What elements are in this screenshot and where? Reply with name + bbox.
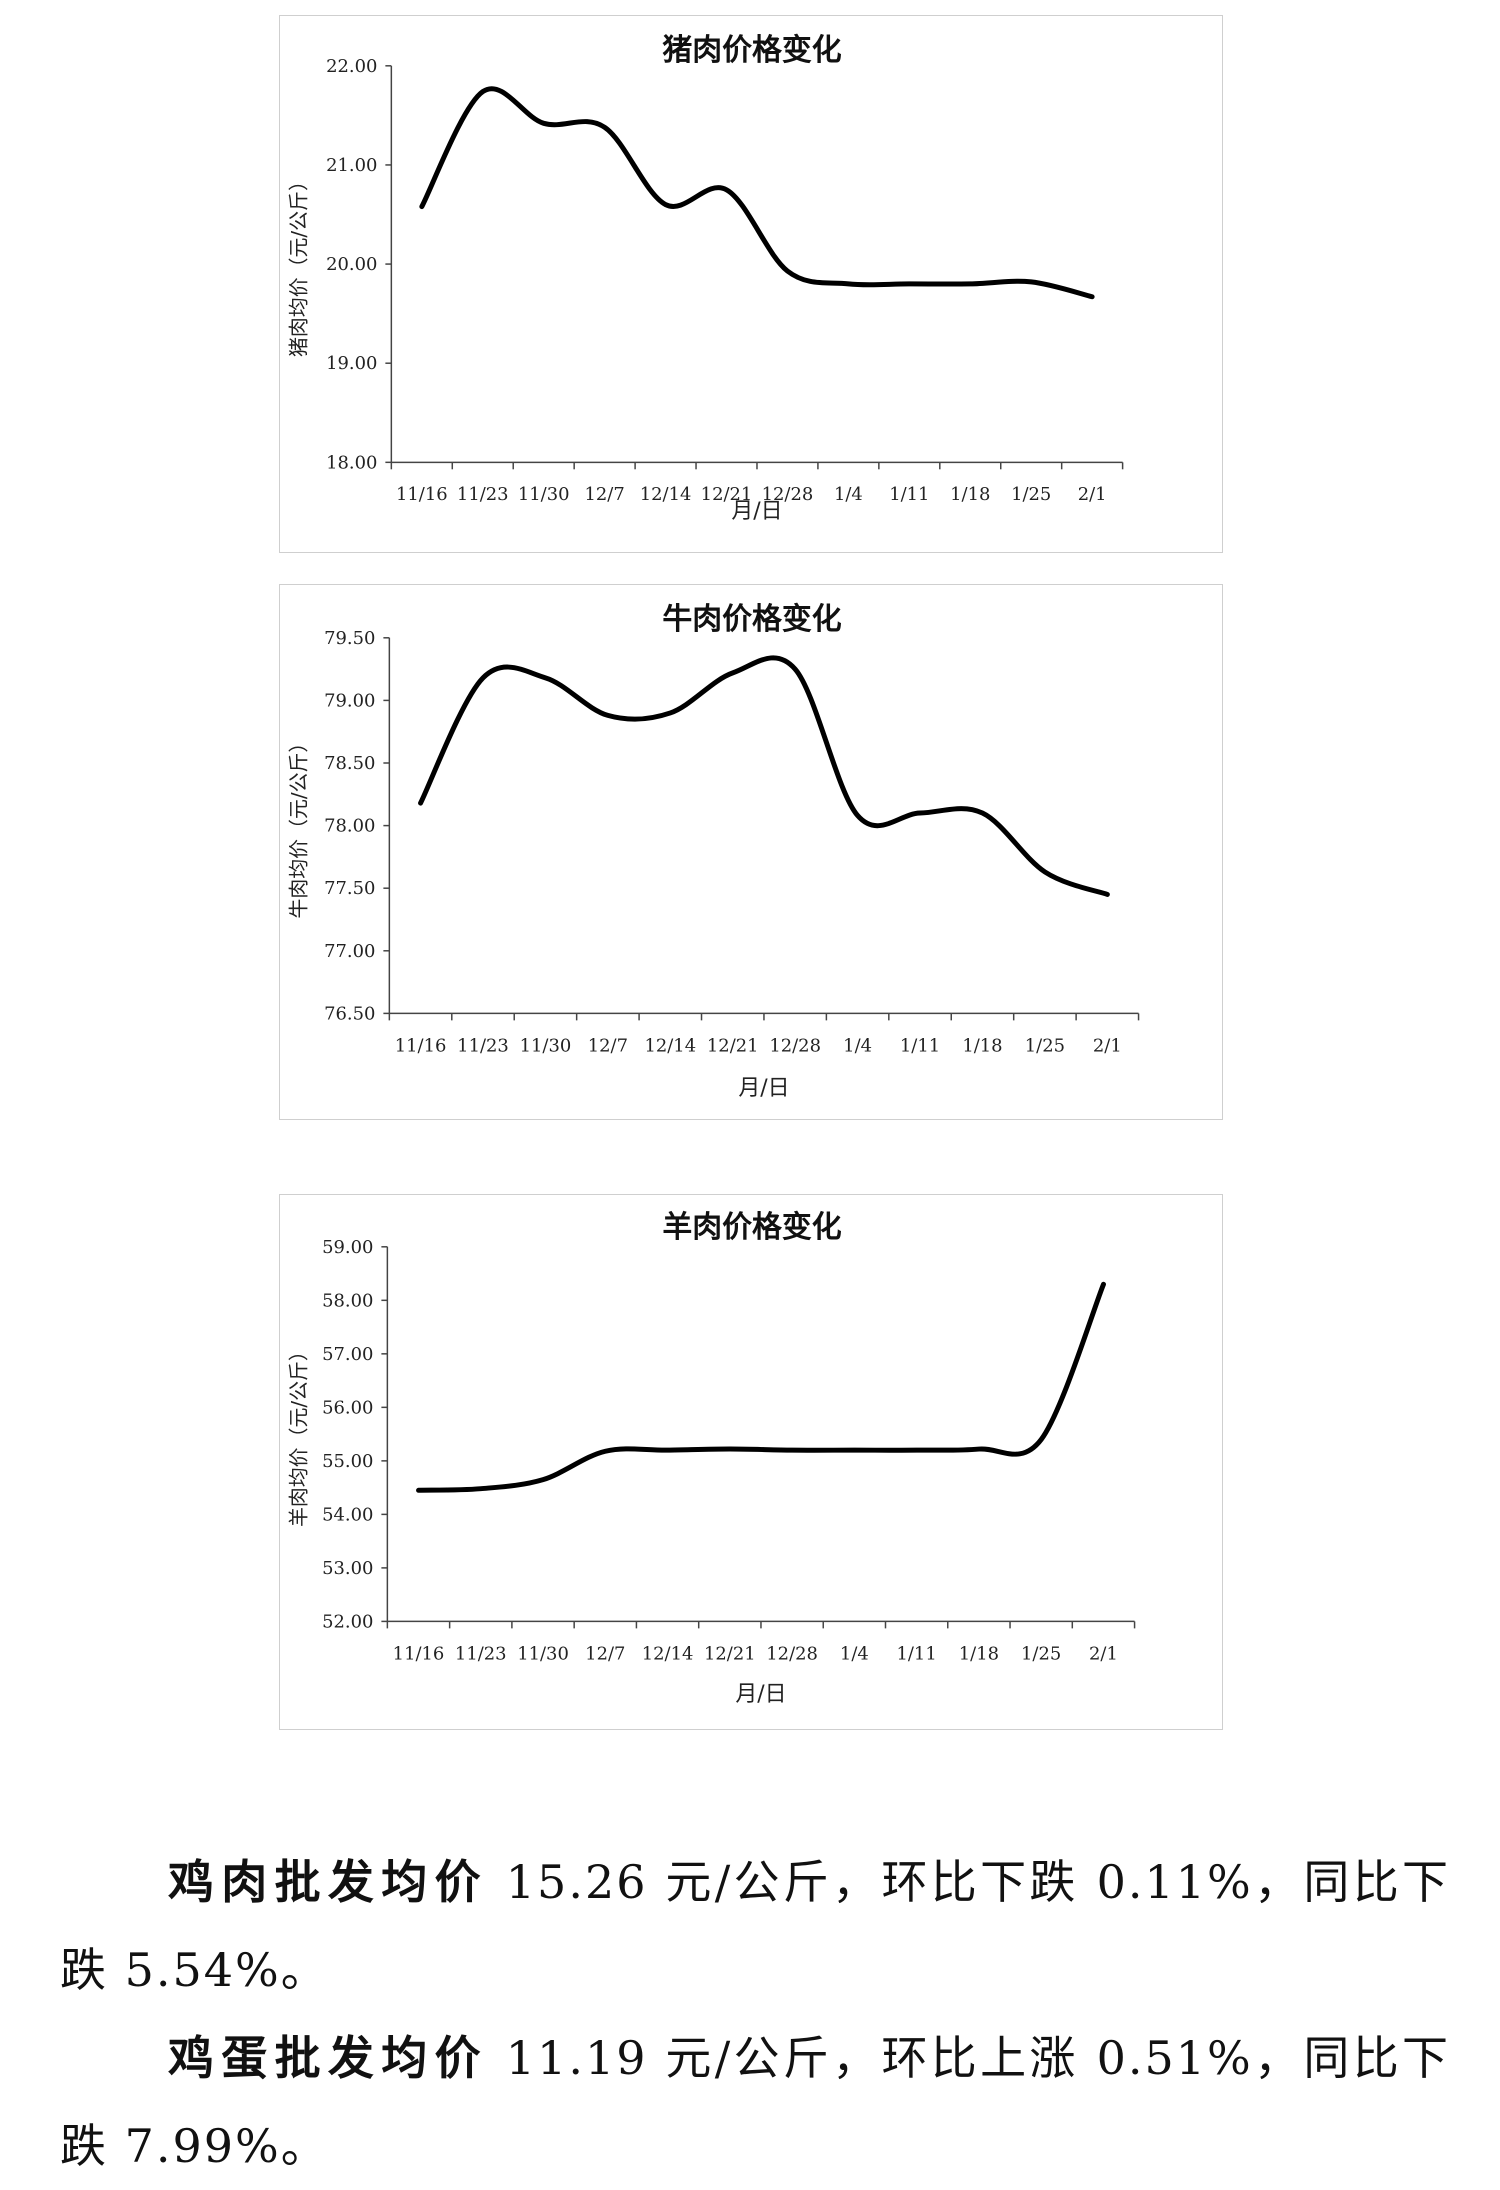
beef-x-tick-label: 1/18 [962,1035,1002,1056]
lamb-x-tick-label: 12/7 [585,1643,625,1664]
lamb-y-tick-label: 52.00 [322,1611,373,1632]
lamb-x-tick-label: 11/30 [517,1643,569,1664]
beef-x-tick-label: 1/11 [900,1035,940,1056]
pork-chart-title: 猪肉价格变化 [662,33,841,68]
beef-x-tick-label: 11/23 [457,1035,509,1056]
beef-x-tick-label: 11/16 [395,1035,447,1056]
lamb-x-tick-label: 12/14 [642,1643,694,1664]
beef-chart-title: 牛肉价格变化 [662,602,841,637]
pork-y-tick-label: 19.00 [326,353,377,374]
lamb-x-tick-label: 12/21 [704,1643,756,1664]
beef-y-tick-label: 77.50 [324,878,375,899]
pork-y-axis-label: 猪肉均价（元/公斤） [288,171,311,357]
beef-y-tick-label: 76.50 [324,1003,375,1024]
pork-x-tick-label: 12/7 [585,484,625,505]
beef-x-tick-label: 12/7 [588,1035,628,1056]
lamb-y-tick-label: 54.00 [322,1504,373,1525]
lamb-y-tick-label: 55.00 [322,1451,373,1472]
lamb-price-chart: 羊肉价格变化 59.00 58.00 57.00 56.00 55.00 54.00 53.0… [279,1194,1223,1730]
lamb-y-tick-label: 58.00 [322,1290,373,1311]
pork-x-tick-label: 1/18 [950,484,990,505]
beef-x-tick-label: 2/1 [1093,1035,1122,1056]
pork-chart-svg: 猪肉价格变化 22.00 21.00 20.00 19.00 18.00 11/16 11/2… [280,16,1224,552]
chicken-paragraph: 鸡肉批发均价 15.26 元/公斤，环比下跌 0.11%，同比下跌 5.54%。 [60,1838,1450,2014]
beef-x-tick-label: 1/25 [1025,1035,1065,1056]
beef-x-tick-label: 11/30 [520,1035,572,1056]
lamb-y-tick-label: 59.00 [322,1237,373,1258]
pork-series-line [422,89,1092,297]
beef-chart-svg: 牛肉价格变化 79.50 79.00 78.50 78.00 77.50 77.00 76.5… [280,585,1224,1119]
beef-y-tick-label: 79.00 [324,690,375,711]
lamb-x-tick-label: 1/11 [897,1643,937,1664]
lamb-x-tick-label: 11/23 [455,1643,507,1664]
beef-y-tick-label: 79.50 [324,628,375,649]
pork-y-tick-label: 20.00 [326,254,377,275]
pork-x-tick-label: 11/16 [396,484,448,505]
beef-y-axis-label: 牛肉均价（元/公斤） [288,733,311,919]
lamb-y-tick-label: 53.00 [322,1558,373,1579]
lamb-x-tick-label: 1/18 [959,1643,999,1664]
beef-x-tick-label: 1/4 [843,1035,872,1056]
lamb-series-line [419,1284,1104,1490]
lamb-x-tick-label: 2/1 [1089,1643,1118,1664]
pork-x-tick-label: 2/1 [1078,484,1107,505]
lamb-y-axis-label: 羊肉均价（元/公斤） [288,1341,311,1527]
lamb-x-tick-label: 1/25 [1021,1643,1061,1664]
lamb-y-tick-label: 56.00 [322,1397,373,1418]
pork-y-tick-label: 22.00 [326,56,377,77]
beef-y-tick-label: 78.50 [324,753,375,774]
lamb-x-tick-label: 1/4 [840,1643,869,1664]
pork-x-tick-label: 11/30 [518,484,570,505]
beef-price-chart: 牛肉价格变化 79.50 79.00 78.50 78.00 77.50 77.00 76.5… [279,584,1223,1120]
lamb-y-tick-label: 57.00 [322,1344,373,1365]
beef-series-line [421,658,1108,895]
beef-x-axis-label: 月/日 [738,1076,789,1101]
lamb-x-tick-label: 12/28 [766,1643,818,1664]
egg-heading: 鸡蛋批发均价 [168,2031,488,2085]
lamb-x-tick-label: 11/16 [393,1643,445,1664]
lamb-chart-title: 羊肉价格变化 [662,1210,841,1245]
pork-x-tick-label: 1/11 [889,484,929,505]
beef-x-tick-label: 12/21 [707,1035,759,1056]
pork-x-tick-label: 1/25 [1011,484,1051,505]
egg-paragraph: 鸡蛋批发均价 11.19 元/公斤，环比上涨 0.51%，同比下跌 7.99%。 [60,2014,1450,2190]
pork-x-tick-label: 11/23 [457,484,509,505]
pork-y-tick-label: 18.00 [326,452,377,473]
pork-price-chart: 猪肉价格变化 22.00 21.00 20.00 19.00 18.00 11/16 11/2… [279,15,1223,553]
pork-x-tick-label: 1/4 [834,484,863,505]
lamb-chart-svg: 羊肉价格变化 59.00 58.00 57.00 56.00 55.00 54.00 53.0… [280,1195,1224,1729]
beef-y-tick-label: 77.00 [324,941,375,962]
beef-y-tick-label: 78.00 [324,816,375,837]
pork-x-tick-label: 12/14 [640,484,692,505]
pork-y-tick-label: 21.00 [326,155,377,176]
beef-x-tick-label: 12/28 [769,1035,821,1056]
chicken-heading: 鸡肉批发均价 [168,1855,488,1909]
pork-x-axis-label: 月/日 [731,499,782,524]
lamb-x-axis-label: 月/日 [735,1682,786,1707]
beef-x-tick-label: 12/14 [644,1035,696,1056]
